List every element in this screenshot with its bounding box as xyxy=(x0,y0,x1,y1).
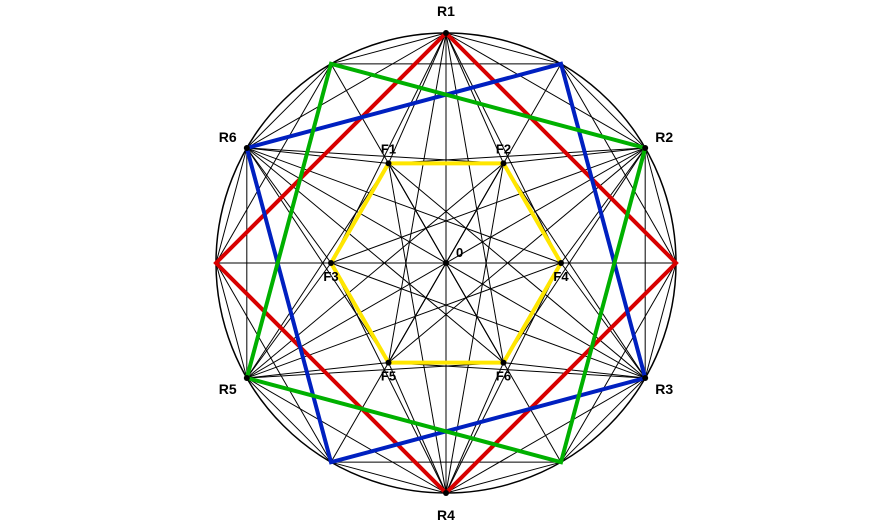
label-f4: F4 xyxy=(553,269,569,284)
outer-node-r4 xyxy=(443,490,449,496)
inner-node-f5 xyxy=(386,360,392,366)
inner-node-f6 xyxy=(501,360,507,366)
label-r3: R3 xyxy=(655,381,673,397)
label-r6: R6 xyxy=(219,129,237,145)
label-r2: R2 xyxy=(655,129,673,145)
label-r4: R4 xyxy=(437,507,455,523)
label-r1: R1 xyxy=(437,3,455,19)
outer-node-r6 xyxy=(244,145,250,151)
label-center: 0 xyxy=(456,245,463,260)
outer-node-r5 xyxy=(244,375,250,381)
outer-node-r1 xyxy=(443,30,449,36)
label-r5: R5 xyxy=(219,381,237,397)
label-f2: F2 xyxy=(496,141,511,156)
outer-node-r3 xyxy=(642,375,648,381)
inner-node-f4 xyxy=(558,260,564,266)
inner-node-f2 xyxy=(501,160,507,166)
outer-node-r2 xyxy=(642,145,648,151)
inner-node-f1 xyxy=(386,160,392,166)
label-f1: F1 xyxy=(381,141,396,156)
inner-node-f3 xyxy=(328,260,334,266)
label-f3: F3 xyxy=(323,269,338,284)
geometric-diagram: R1 R2 R3 R4 R5 R6 F1 F2 F4 F6 F5 F3 0 xyxy=(0,0,891,530)
label-f6: F6 xyxy=(496,369,511,384)
center-node xyxy=(443,260,449,266)
label-f5: F5 xyxy=(381,369,396,384)
